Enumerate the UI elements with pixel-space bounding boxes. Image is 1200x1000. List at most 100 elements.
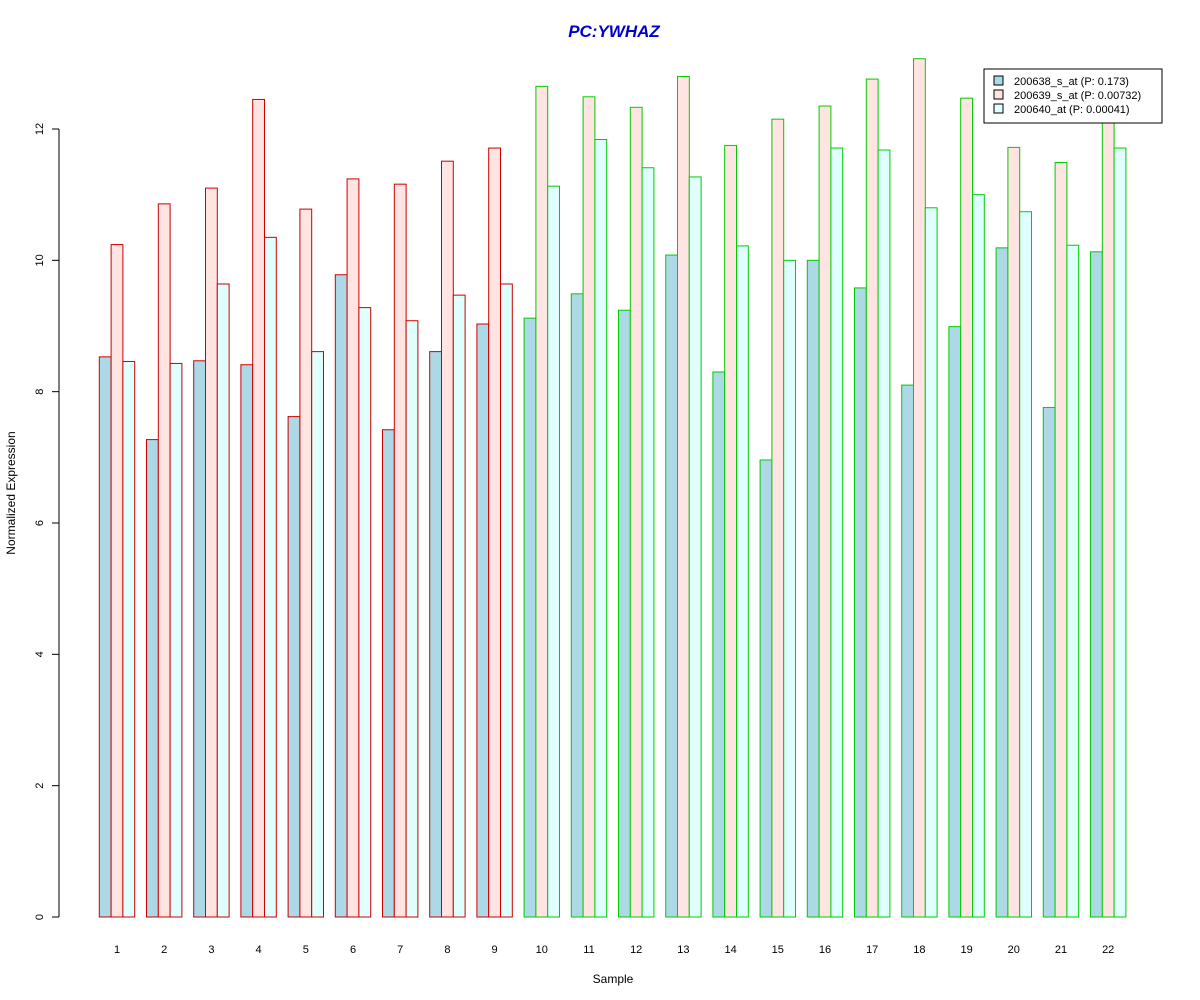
bar-series2-sample-21	[1054, 161, 1068, 918]
bar-series2-sample-19	[960, 97, 974, 918]
x-tick-label: 15	[772, 944, 784, 956]
bar-series3-sample-12	[641, 167, 655, 918]
bar-series1-sample-7	[382, 429, 395, 918]
bar-series1-sample-9	[476, 323, 490, 918]
x-tick-label: 6	[350, 944, 356, 956]
bar-series2-sample-1	[110, 244, 124, 918]
bar-series2-sample-4	[252, 98, 265, 918]
legend-box	[983, 68, 1163, 124]
x-tick-label: 9	[492, 944, 498, 956]
x-tick-label: 10	[536, 944, 548, 956]
x-tick-label: 17	[866, 944, 878, 956]
legend-swatch-1	[993, 75, 1004, 86]
x-tick-label: 4	[256, 944, 262, 956]
bar-series1-sample-10	[523, 317, 537, 918]
bar-series1-sample-17	[854, 287, 867, 918]
bar-series1-sample-19	[948, 326, 962, 918]
bar-series1-sample-1	[98, 356, 112, 918]
bar-series2-sample-6	[346, 178, 360, 918]
bar-series1-sample-22	[1090, 251, 1103, 918]
y-tick-label: 2	[34, 783, 46, 789]
bar-series1-sample-12	[618, 309, 631, 918]
bar-series2-sample-11	[582, 96, 596, 918]
y-tick-label: 10	[34, 254, 46, 266]
bar-series1-sample-18	[901, 384, 915, 918]
bar-series3-sample-13	[688, 176, 702, 918]
x-tick-label: 20	[1008, 944, 1020, 956]
x-tick-label: 8	[444, 944, 450, 956]
bar-series2-sample-14	[724, 144, 738, 918]
bar-series2-sample-5	[299, 208, 313, 918]
y-tick-label: 12	[34, 123, 46, 135]
x-tick-labels: 1 2 3 4 5 6 7 8 9 10 11 12 13 14 15 16 17 18 19 20 21 22	[114, 944, 1114, 956]
bar-series2-sample-7	[393, 183, 407, 918]
bar-series1-sample-5	[287, 416, 301, 918]
bar-series1-sample-4	[240, 364, 254, 918]
bar-series3-sample-22	[1113, 147, 1127, 918]
bar-series2-sample-15	[771, 118, 785, 918]
x-tick-label: 12	[630, 944, 642, 956]
legend-label-3: 200640_at (P: 0.00041)	[1014, 104, 1130, 116]
bar-series3-sample-7	[405, 320, 419, 918]
bars	[98, 58, 1127, 918]
y-tick-label: 0	[34, 914, 46, 920]
bar-series3-sample-6	[358, 307, 372, 918]
bar-series3-sample-19	[972, 194, 985, 918]
bar-series1-sample-2	[146, 439, 159, 918]
bar-series1-sample-8	[429, 351, 443, 918]
bar-series2-sample-20	[1007, 146, 1021, 918]
bar-series1-sample-16	[806, 259, 820, 918]
bar-series3-sample-4	[264, 236, 277, 918]
legend-label-2: 200639_s_at (P: 0.00732)	[1014, 90, 1141, 102]
bar-series3-sample-15	[783, 259, 797, 918]
legend-label-1: 200638_s_at (P: 0.173)	[1014, 76, 1129, 88]
y-tick-label: 4	[34, 651, 46, 657]
legend: 200638_s_at (P: 0.173) 200639_s_at (P: 0.…	[983, 68, 1163, 124]
y-tick-label: 8	[34, 389, 46, 395]
bar-series2-sample-8	[441, 160, 454, 918]
bar-series2-sample-16	[818, 105, 832, 918]
bar-series3-sample-21	[1066, 244, 1080, 918]
bar-series2-sample-10	[535, 85, 549, 918]
x-axis-label: Sample	[593, 972, 634, 986]
bar-series3-sample-5	[311, 351, 325, 918]
legend-swatch-2	[993, 89, 1004, 100]
bar-series1-sample-20	[995, 247, 1009, 918]
bar-series3-sample-20	[1019, 211, 1033, 918]
y-axis: 0 2 4 6 8 10 12	[34, 123, 60, 920]
bar-series3-sample-18	[924, 207, 938, 918]
bar-series2-sample-9	[488, 147, 502, 918]
bar-series2-sample-2	[157, 203, 171, 918]
bar-series2-sample-13	[677, 75, 690, 918]
bar-series1-sample-13	[665, 254, 679, 918]
chart-title: PC:YWHAZ	[568, 22, 660, 41]
bar-series1-sample-21	[1042, 406, 1056, 918]
bar-series3-sample-14	[736, 245, 749, 918]
bar-series1-sample-15	[759, 459, 773, 918]
legend-swatch-3	[993, 103, 1004, 114]
x-tick-label: 3	[208, 944, 214, 956]
bar-series3-sample-10	[547, 185, 561, 918]
x-tick-label: 19	[960, 944, 972, 956]
bar-series2-sample-22	[1101, 121, 1115, 918]
x-tick-label: 5	[303, 944, 309, 956]
bar-series2-sample-12	[629, 106, 643, 918]
bar-series3-sample-9	[500, 283, 513, 918]
x-tick-label: 7	[397, 944, 403, 956]
bar-series3-sample-2	[169, 362, 183, 918]
bar-series2-sample-18	[913, 58, 926, 918]
x-tick-label: 13	[677, 944, 689, 956]
bar-series3-sample-3	[216, 283, 230, 918]
x-tick-label: 11	[583, 944, 594, 956]
bar-series1-sample-6	[334, 274, 348, 918]
bar-series2-sample-3	[205, 187, 218, 918]
x-tick-label: 16	[819, 944, 831, 956]
bar-series3-sample-17	[877, 149, 891, 918]
bar-series1-sample-3	[193, 360, 206, 918]
bar-series1-sample-14	[712, 371, 726, 918]
bar-series3-sample-11	[594, 139, 608, 918]
x-tick-label: 14	[724, 944, 736, 956]
y-tick-label: 6	[34, 520, 46, 526]
bar-series3-sample-16	[830, 147, 844, 918]
